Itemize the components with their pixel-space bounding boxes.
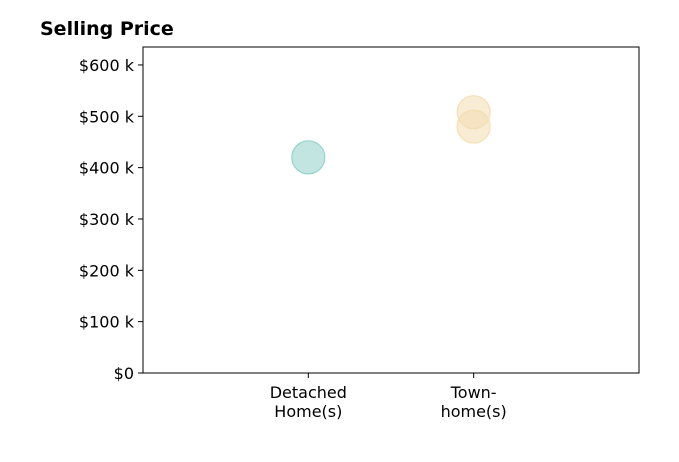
y-tick-label: $0 xyxy=(114,364,134,383)
data-point xyxy=(456,109,491,144)
x-tick-label: Home(s) xyxy=(274,402,342,421)
y-tick-label: $500 k xyxy=(79,107,135,126)
y-tick-label: $200 k xyxy=(79,261,135,280)
y-tick-label: $300 k xyxy=(79,210,135,229)
plot-frame xyxy=(142,46,640,374)
data-point xyxy=(291,140,326,175)
x-tick-label: home(s) xyxy=(441,402,507,421)
chart-title: Selling Price xyxy=(40,18,174,40)
y-tick-label: $600 k xyxy=(79,56,135,75)
plot-area: $0 $100 k $200 k $300 k $400 k $500 k $600 k De… xyxy=(79,46,640,421)
y-tick-label: $400 k xyxy=(79,159,135,178)
x-tick-label: Detached xyxy=(270,383,347,402)
y-tick-label: $100 k xyxy=(79,313,135,332)
x-tick-label: Town- xyxy=(450,383,497,402)
